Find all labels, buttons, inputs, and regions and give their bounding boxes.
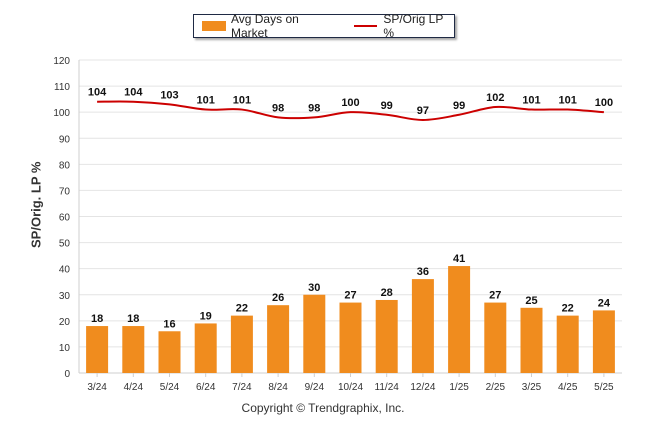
x-tick-label: 4/24 <box>124 382 144 393</box>
y-tick-label: 40 <box>59 265 71 276</box>
y-tick-label: 100 <box>53 108 70 119</box>
bar <box>267 305 290 373</box>
bar-value-label: 22 <box>562 303 574 315</box>
y-tick-label: 110 <box>54 82 70 93</box>
legend-line-swatch <box>354 25 378 27</box>
x-tick-label: 7/24 <box>232 382 252 393</box>
bar <box>194 323 217 373</box>
line-value-label: 101 <box>233 95 251 107</box>
bar-value-label: 30 <box>308 282 320 294</box>
x-tick-label: 8/24 <box>268 382 288 393</box>
bar <box>122 326 145 373</box>
legend-item-bar: Avg Days on Market <box>202 12 334 40</box>
line-value-label: 103 <box>160 89 178 101</box>
bar <box>484 302 507 373</box>
bar-value-label: 26 <box>272 292 284 304</box>
y-tick-label: 120 <box>53 56 70 67</box>
bar-value-label: 27 <box>344 290 356 302</box>
bar-value-label: 28 <box>381 287 393 299</box>
bar-value-label: 36 <box>417 266 429 278</box>
line-value-label: 101 <box>522 95 540 107</box>
bar <box>375 299 398 373</box>
y-tick-label: 60 <box>59 213 71 224</box>
line-value-label: 104 <box>88 87 107 99</box>
x-tick-label: 5/25 <box>594 382 614 393</box>
bar-value-label: 22 <box>236 303 248 315</box>
bar <box>411 279 434 373</box>
bar <box>448 266 471 373</box>
bar-value-label: 27 <box>489 290 501 302</box>
x-tick-label: 12/24 <box>410 382 435 393</box>
bar-value-label: 24 <box>598 297 611 309</box>
y-tick-label: 70 <box>59 186 71 197</box>
line-value-label: 100 <box>341 97 359 109</box>
bar <box>339 302 362 373</box>
bar <box>556 315 579 373</box>
legend-line-label: SP/Orig LP % <box>383 12 444 40</box>
line-value-label: 98 <box>272 102 284 114</box>
y-tick-label: 0 <box>64 369 70 380</box>
bar-value-label: 19 <box>200 310 212 322</box>
y-tick-label: 50 <box>59 239 71 250</box>
x-tick-label: 11/24 <box>375 382 400 393</box>
x-tick-label: 10/24 <box>338 382 363 393</box>
y-tick-label: 20 <box>59 317 71 328</box>
x-tick-label: 1/25 <box>449 382 469 393</box>
bar <box>520 307 543 373</box>
line-value-label: 101 <box>197 95 215 107</box>
line-value-label: 100 <box>595 97 613 109</box>
line-value-label: 101 <box>559 95 577 107</box>
bar-value-label: 16 <box>163 318 175 330</box>
line-value-label: 104 <box>124 87 143 99</box>
x-tick-label: 3/25 <box>522 382 542 393</box>
y-axis-title: SP/Orig. LP % <box>28 161 44 248</box>
y-tick-label: 30 <box>59 291 71 302</box>
legend-bar-swatch <box>202 21 226 31</box>
bar-value-label: 25 <box>525 295 537 307</box>
x-tick-label: 5/24 <box>160 382 180 393</box>
bar <box>303 294 326 373</box>
bar-value-label: 18 <box>127 313 139 325</box>
y-tick-label: 80 <box>59 160 71 171</box>
series-line <box>97 100 604 121</box>
bar <box>158 331 181 373</box>
bar-value-label: 41 <box>453 253 465 265</box>
legend-bar-label: Avg Days on Market <box>230 12 299 40</box>
bar <box>86 326 109 373</box>
legend: Avg Days on Market SP/Orig LP % <box>193 12 455 40</box>
line-value-label: 97 <box>417 105 429 117</box>
line-value-label: 98 <box>308 102 320 114</box>
y-tick-label: 10 <box>59 343 71 354</box>
x-tick-label: 9/24 <box>305 382 325 393</box>
x-tick-label: 2/25 <box>486 382 506 393</box>
y-tick-label: 90 <box>59 134 71 145</box>
bar <box>592 310 615 373</box>
copyright-text: Copyright © Trendgraphix, Inc. <box>241 401 405 415</box>
bar <box>230 315 253 373</box>
legend-item-line: SP/Orig LP % <box>354 12 454 40</box>
line-value-label: 102 <box>486 92 504 104</box>
line-value-label: 99 <box>453 100 465 112</box>
line-value-label: 99 <box>381 100 393 112</box>
x-tick-label: 6/24 <box>196 382 216 393</box>
bar-value-label: 18 <box>91 313 103 325</box>
x-tick-label: 4/25 <box>558 382 578 393</box>
x-tick-label: 3/24 <box>87 382 107 393</box>
